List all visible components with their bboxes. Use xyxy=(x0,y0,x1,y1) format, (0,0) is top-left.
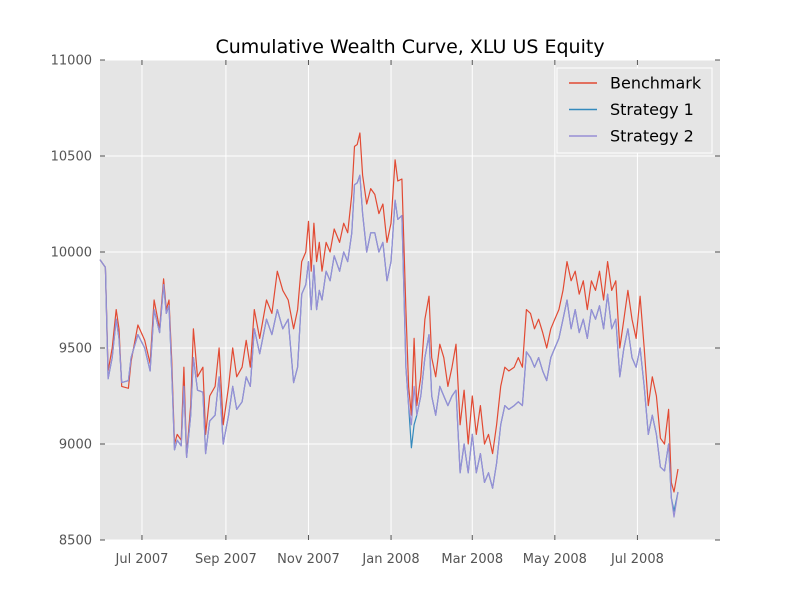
x-tick-label: Mar 2008 xyxy=(441,552,503,567)
legend-label-benchmark: Benchmark xyxy=(610,74,702,93)
x-tick-label: May 2008 xyxy=(523,552,587,567)
x-tick-label: Jul 2007 xyxy=(115,552,169,567)
gridlines xyxy=(100,59,720,541)
series-line-benchmark xyxy=(99,132,679,493)
legend-label-strategy-2: Strategy 2 xyxy=(610,127,694,146)
series-line-strategy-2 xyxy=(99,174,679,518)
y-tick-label: 9000 xyxy=(59,438,92,453)
axes: 8500 9000 9500 10000 10500 11000 Jul 2007 Sep 2… xyxy=(51,54,720,567)
chart-title: Cumulative Wealth Curve, XLU US Equity xyxy=(215,36,604,58)
x-tick-label: Jan 2008 xyxy=(361,552,419,567)
y-tick-label: 9500 xyxy=(59,342,92,357)
y-tick-label: 10500 xyxy=(51,150,92,165)
y-tick-label: 10000 xyxy=(51,246,92,261)
legend-box xyxy=(556,67,713,154)
y-tick-label: 8500 xyxy=(59,534,92,549)
x-tick-label: Nov 2007 xyxy=(277,552,340,567)
y-tick-label: 11000 xyxy=(51,54,92,69)
series-lines xyxy=(99,132,679,518)
legend-label-strategy-1: Strategy 1 xyxy=(610,100,694,119)
x-tick-label: Jul 2008 xyxy=(610,552,664,567)
x-tick-label: Sep 2007 xyxy=(195,552,257,567)
legend: Benchmark Strategy 1 Strategy 2 xyxy=(556,67,713,154)
